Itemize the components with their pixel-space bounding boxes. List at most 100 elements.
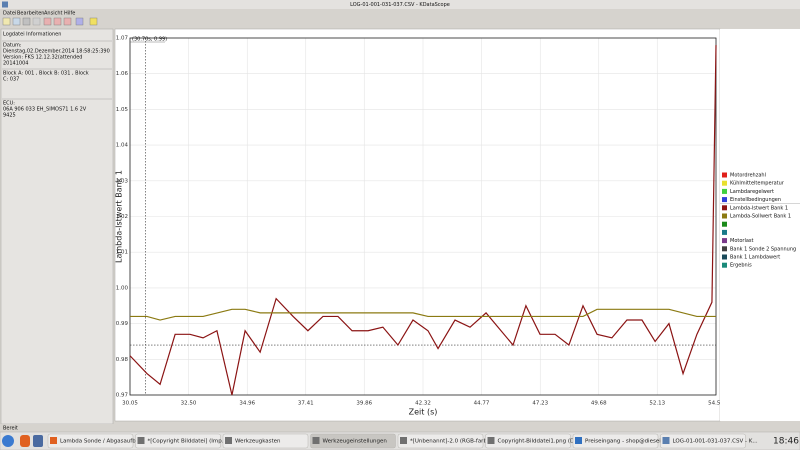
chart-panel	[114, 28, 721, 422]
legend-label[interactable]: Kühlmitteltemperatur	[730, 181, 785, 187]
legend-label[interactable]: Bank 1 Sonde 2 Spannung	[730, 246, 796, 252]
y-tick-label: 1.02	[116, 214, 128, 220]
task-label[interactable]: Lambda Sonde / Abgasaufbe...	[60, 439, 145, 445]
title-bar	[0, 0, 800, 9]
task-label[interactable]: Preiseingang - shop@dieseiko...	[585, 439, 672, 445]
start-button[interactable]	[2, 435, 14, 447]
task-list: Lambda Sonde / Abgasaufbe... *[Copyright …	[47, 433, 758, 449]
legend-swatch[interactable]	[722, 197, 727, 203]
legend-panel	[720, 29, 800, 421]
legend-swatch[interactable]	[722, 180, 727, 186]
tool-settings[interactable]	[75, 17, 84, 26]
info-line: Dienstag,02.Dezember.2014 18:58:25:390	[3, 49, 110, 55]
task-icon	[225, 437, 232, 444]
series-line	[129, 45, 717, 396]
y-tick-label: 0.99	[116, 321, 129, 327]
tool-disabled[interactable]	[32, 17, 41, 26]
task-icon	[137, 437, 145, 444]
tool-save[interactable]	[12, 17, 21, 26]
menu-item[interactable]: Ansicht	[44, 11, 63, 17]
chart: 0.97 0.98 0.99 1.00 1.01 1.02 1.03 1.04 1.05 1.06…	[115, 36, 725, 417]
tool-open[interactable]	[2, 17, 11, 26]
x-tick-label: 34.96	[239, 401, 255, 407]
info-line: 20141004	[3, 61, 28, 67]
menu-item[interactable]: Bearbeiten	[17, 11, 44, 17]
task-label[interactable]: LOG-01-001-031-037.CSV - K...	[673, 439, 758, 445]
legend-label[interactable]: Lambdaregelwert	[730, 189, 774, 195]
cursor-annotation: (30.70s, 0.99)	[132, 37, 167, 43]
info-line: ECU:	[3, 101, 15, 107]
y-tick-label: 1.05	[116, 107, 129, 113]
toolbar	[2, 17, 98, 26]
y-tick-label: 0.97	[116, 393, 129, 399]
tool-help[interactable]	[89, 17, 98, 26]
legend-label[interactable]: Bank 1 Lambdawert	[730, 255, 780, 261]
task-button[interactable]	[397, 433, 484, 449]
legend-swatch[interactable]	[722, 221, 727, 227]
plot-frame	[129, 37, 717, 396]
y-tick-label: 1.04	[116, 143, 129, 149]
legend-label[interactable]: Einstellbedingungen	[730, 197, 781, 203]
menu-item[interactable]: Hilfe	[64, 11, 75, 17]
tool-zoom-in[interactable]	[43, 17, 52, 26]
info-line: C: 037	[3, 77, 19, 83]
task-button[interactable]	[135, 433, 221, 449]
task-label[interactable]: Werkzeugkasten	[235, 439, 281, 445]
legend-label[interactable]: Lambda-Sollwert Bank 1	[730, 214, 791, 220]
task-icon	[487, 437, 495, 444]
status-text: Bereit	[3, 426, 18, 432]
x-tick-label: 32.50	[181, 401, 197, 407]
series-line	[130, 308, 716, 321]
menu-bar	[0, 9, 800, 17]
y-tick-label: 1.07	[116, 36, 129, 42]
x-tick-label: 52.13	[649, 401, 665, 407]
tool-zoom-out[interactable]	[53, 17, 62, 26]
legend-swatch[interactable]	[722, 238, 727, 244]
x-tick-label: 54.59	[708, 401, 724, 407]
task-label[interactable]: Werkzeugeinstellungen	[323, 439, 388, 445]
task-icon	[662, 437, 670, 444]
task-label[interactable]: Copyright-Bilddatei1.png (Do...	[498, 439, 584, 445]
legend-swatch[interactable]	[722, 172, 727, 178]
y-axis-label: Lambda-Istwert Bank 1	[115, 170, 124, 263]
legend-swatch[interactable]	[722, 205, 727, 211]
task-icon	[312, 437, 320, 444]
legend-swatch[interactable]	[722, 188, 727, 194]
launcher-firefox[interactable]	[20, 435, 30, 447]
task-button[interactable]	[310, 433, 396, 449]
status-bar	[0, 424, 800, 432]
legend-label[interactable]: Ergebnis	[730, 263, 752, 269]
menu-item[interactable]: Datei	[3, 11, 16, 17]
y-tick-label: 1.03	[116, 178, 129, 184]
legend-swatch[interactable]	[722, 262, 727, 268]
y-tick-label: 0.98	[116, 357, 129, 363]
tool-print[interactable]	[22, 17, 31, 26]
x-tick-label: 39.86	[356, 401, 372, 407]
task-icon	[50, 437, 57, 444]
tool-zoom-fit[interactable]	[63, 17, 72, 26]
launcher-files[interactable]	[33, 435, 43, 447]
x-tick-label: 47.23	[532, 401, 548, 407]
task-button[interactable]	[485, 433, 571, 449]
legend-label[interactable]: Lambda-Istwert Bank 1	[730, 205, 788, 211]
task-button[interactable]	[47, 433, 134, 449]
info-line: Version: FKS 12.12.32(attended	[3, 55, 82, 61]
info-content: Logdatei Informationen Datum:Dienstag,02.…	[2, 32, 112, 119]
legend-swatch[interactable]	[722, 213, 727, 219]
x-tick-label: 44.77	[474, 401, 490, 407]
legend-swatch[interactable]	[722, 246, 727, 252]
clock: 18:46	[773, 437, 799, 447]
legend-label[interactable]: Motordrehzahl	[730, 173, 766, 179]
task-label[interactable]: *[Unbenannt]-2.0 (RGB-farbe...	[410, 439, 496, 445]
task-button[interactable]	[222, 433, 309, 449]
legend-swatch[interactable]	[722, 254, 727, 260]
task-label[interactable]: *[Copyright Bilddatei] (Imp...	[148, 439, 228, 445]
legend-label[interactable]: Motorlast	[730, 238, 754, 244]
task-button[interactable]	[660, 433, 746, 449]
legend-swatch[interactable]	[722, 229, 727, 235]
task-button[interactable]	[572, 433, 659, 449]
task-icon	[575, 437, 582, 444]
task-icon	[400, 437, 407, 444]
